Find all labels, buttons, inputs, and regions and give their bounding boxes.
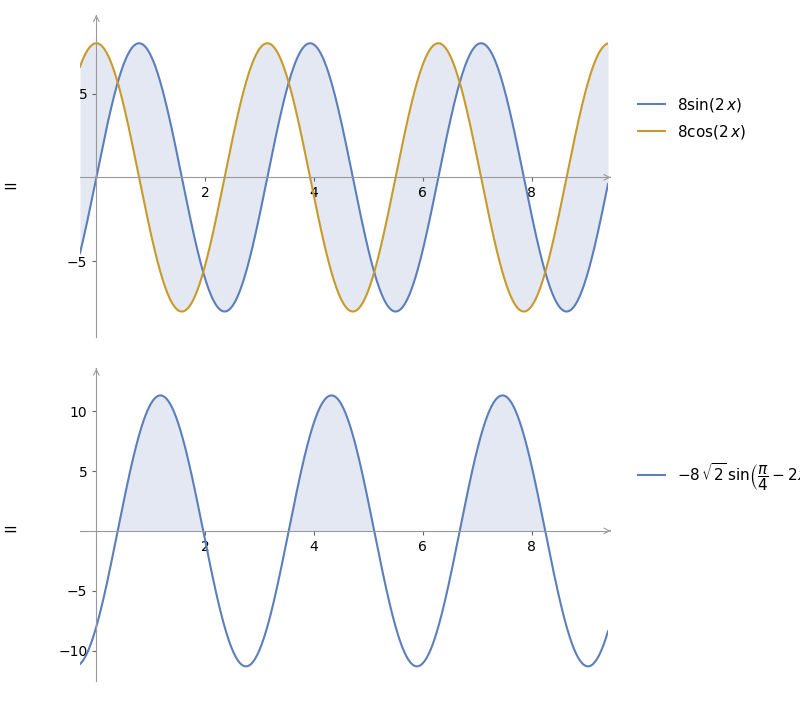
Text: =: =	[2, 178, 17, 196]
Legend: $-8\,\sqrt{2}\,\sin\!\left(\dfrac{\pi}{4}-2x\right)$: $-8\,\sqrt{2}\,\sin\!\left(\dfrac{\pi}{4…	[631, 455, 800, 499]
Text: =: =	[2, 521, 17, 539]
Legend: $8\sin(2\,x)$, $8\cos(2\,x)$: $8\sin(2\,x)$, $8\cos(2\,x)$	[631, 90, 753, 147]
